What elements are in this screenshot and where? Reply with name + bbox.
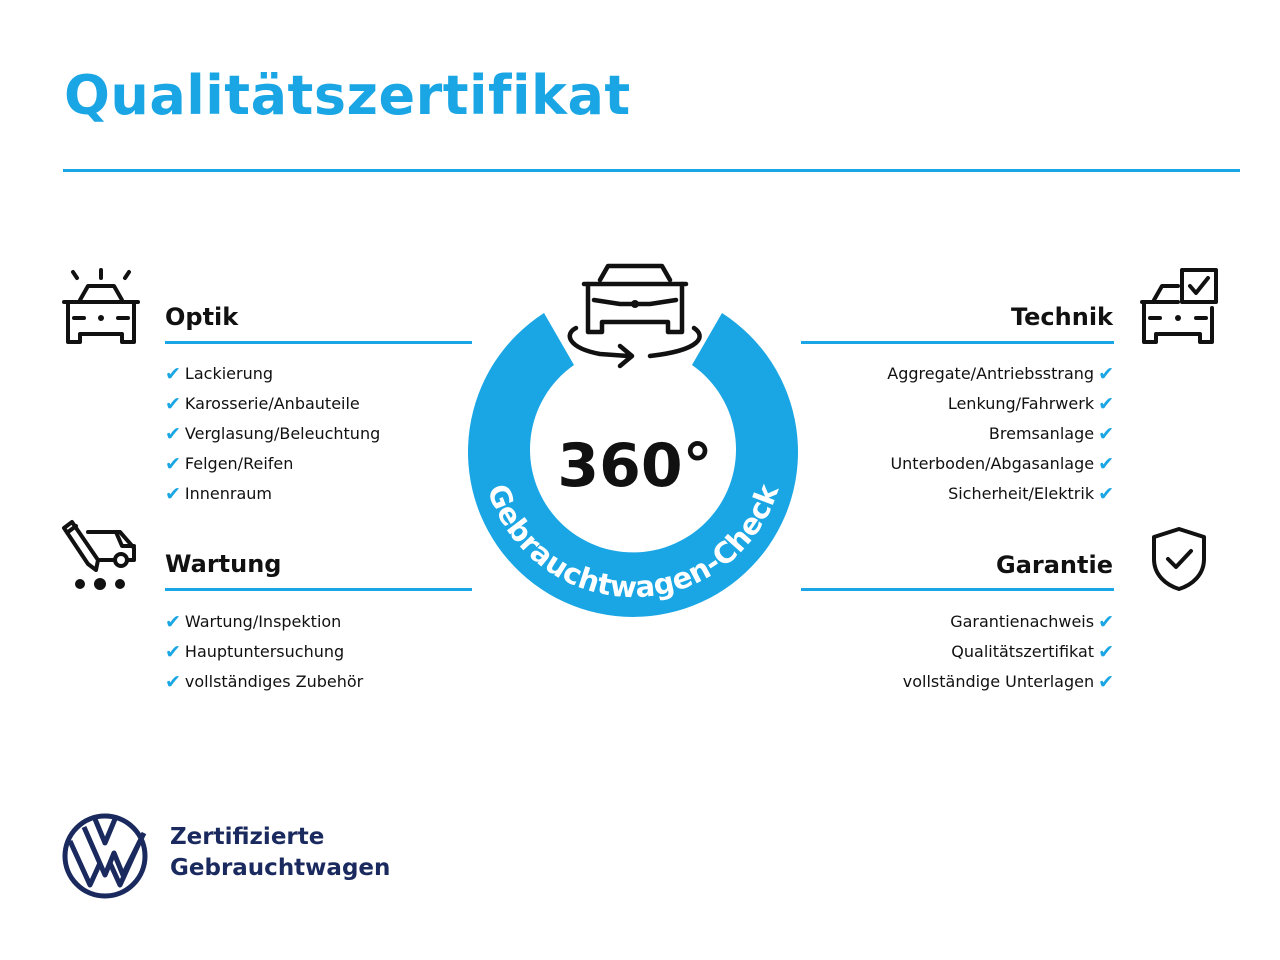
item-label: Lenkung/Fahrwerk — [947, 394, 1095, 413]
list-item: ✔ Innenraum — [165, 479, 380, 509]
item-label: Unterboden/Abgasanlage — [890, 454, 1095, 473]
list-item: Aggregate/Antriebsstrang ✔ — [887, 359, 1114, 389]
list-item: ✔ Wartung/Inspektion — [165, 607, 363, 637]
list-optik: ✔ Lackierung ✔ Karosserie/Anbauteile ✔ Verg… — [165, 359, 380, 509]
check-icon: ✔ — [165, 611, 181, 633]
check-icon: ✔ — [165, 423, 181, 445]
item-label: Garantienachweis — [950, 612, 1095, 631]
item-label: Felgen/Reifen — [184, 454, 294, 473]
item-label: Innenraum — [184, 484, 273, 503]
title-divider — [63, 169, 1240, 172]
list-technik: Aggregate/Antriebsstrang ✔ Lenkung/Fahrwe… — [887, 359, 1114, 509]
section-line-technik — [801, 341, 1114, 344]
list-item: Qualitätszertifikat ✔ — [903, 637, 1114, 667]
item-label: Karosserie/Anbauteile — [184, 394, 360, 413]
check-icon: ✔ — [1098, 611, 1114, 633]
badge-degrees: 360° — [557, 431, 712, 501]
maintenance-van-icon — [62, 520, 136, 590]
list-item: Sicherheit/Elektrik ✔ — [887, 479, 1114, 509]
list-item: ✔ Felgen/Reifen — [165, 449, 380, 479]
360-check-badge: Gebrauchtwagen-Check 360° — [468, 263, 798, 617]
check-icon: ✔ — [1098, 453, 1114, 475]
list-item: ✔ Karosserie/Anbauteile — [165, 389, 380, 419]
section-line-garantie — [801, 588, 1114, 591]
list-item: Unterboden/Abgasanlage ✔ — [887, 449, 1114, 479]
section-title-technik: Technik — [1010, 303, 1113, 331]
item-label: Wartung/Inspektion — [184, 612, 342, 631]
list-item: Lenkung/Fahrwerk ✔ — [887, 389, 1114, 419]
list-item: vollständige Unterlagen ✔ — [903, 667, 1114, 697]
item-label: vollständiges Zubehör — [184, 672, 364, 691]
check-icon: ✔ — [165, 483, 181, 505]
brand-line-1: Zertifizierte — [170, 824, 325, 850]
rotating-car-icon — [567, 263, 702, 369]
check-icon: ✔ — [1098, 393, 1114, 415]
list-item: Garantienachweis ✔ — [903, 607, 1114, 637]
list-item: ✔ vollständiges Zubehör — [165, 667, 363, 697]
section-title-garantie: Garantie — [996, 551, 1113, 579]
brand-text: Zertifizierte Gebrauchtwagen — [170, 822, 390, 884]
brand-line-2: Gebrauchtwagen — [170, 855, 391, 881]
item-label: Lackierung — [184, 364, 274, 383]
check-icon: ✔ — [165, 453, 181, 475]
list-item: ✔ Verglasung/Beleuchtung — [165, 419, 380, 449]
badge-ring — [468, 313, 798, 617]
check-icon: ✔ — [1098, 483, 1114, 505]
page-title: Qualitätszertifikat — [64, 64, 631, 127]
section-line-optik — [165, 341, 472, 344]
check-icon: ✔ — [165, 641, 181, 663]
section-title-wartung: Wartung — [165, 550, 282, 578]
item-label: Qualitätszertifikat — [951, 642, 1095, 661]
list-item: Bremsanlage ✔ — [887, 419, 1114, 449]
check-icon: ✔ — [1098, 641, 1114, 663]
car-checklist-icon — [1140, 268, 1218, 344]
list-garantie: Garantienachweis ✔ Qualitätszertifikat ✔ v… — [903, 607, 1114, 697]
item-label: Sicherheit/Elektrik — [948, 484, 1095, 503]
list-item: ✔ Hauptuntersuchung — [165, 637, 363, 667]
check-icon: ✔ — [1098, 671, 1114, 693]
car-inspection-icon — [62, 268, 140, 344]
list-item: ✔ Lackierung — [165, 359, 380, 389]
check-icon: ✔ — [1098, 363, 1114, 385]
item-label: Bremsanlage — [988, 424, 1095, 443]
vw-logo — [62, 813, 148, 899]
check-icon: ✔ — [165, 363, 181, 385]
section-line-wartung — [165, 588, 472, 591]
section-title-optik: Optik — [165, 303, 239, 331]
check-icon: ✔ — [1098, 423, 1114, 445]
check-icon: ✔ — [165, 393, 181, 415]
item-label: Hauptuntersuchung — [184, 642, 345, 661]
item-label: Verglasung/Beleuchtung — [184, 424, 381, 443]
list-wartung: ✔ Wartung/Inspektion ✔ Hauptuntersuchung ✔… — [165, 607, 363, 697]
shield-check-icon — [1152, 527, 1206, 591]
item-label: vollständige Unterlagen — [902, 672, 1095, 691]
item-label: Aggregate/Antriebsstrang — [887, 364, 1095, 383]
check-icon: ✔ — [165, 671, 181, 693]
